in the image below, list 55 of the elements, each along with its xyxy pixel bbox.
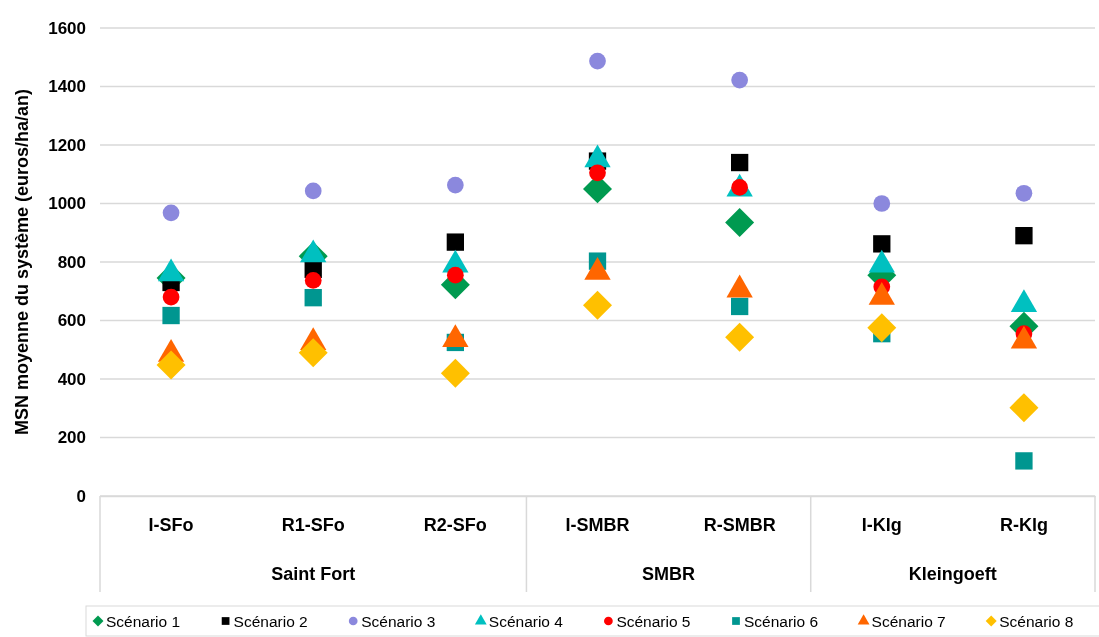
point xyxy=(725,322,755,352)
text: Saint Fort xyxy=(271,564,356,584)
point xyxy=(162,204,180,222)
point xyxy=(873,235,891,253)
y-tick-label: 200 xyxy=(57,428,86,448)
legend-label: Scénario 4 xyxy=(488,613,564,630)
point xyxy=(304,289,322,307)
point xyxy=(162,288,180,306)
y-tick-label: 400 xyxy=(57,369,86,389)
point xyxy=(1015,227,1033,245)
x-tick-label: R2-SFo xyxy=(423,514,487,535)
point xyxy=(730,153,749,172)
point xyxy=(583,290,612,320)
legend-label: Scénario 2 xyxy=(233,613,308,630)
point xyxy=(867,313,897,343)
point xyxy=(156,350,186,380)
point xyxy=(873,195,891,212)
x-tick-label: R1-SFo xyxy=(281,514,345,535)
legend-label: Scénario 8 xyxy=(999,613,1074,630)
point xyxy=(446,266,464,284)
y-tick-label: 0 xyxy=(76,486,86,506)
point xyxy=(730,297,749,316)
y-tick-label: 1400 xyxy=(48,77,86,97)
legend-label: Scénario 7 xyxy=(871,613,946,630)
text: Kleingoeft xyxy=(908,564,997,584)
point xyxy=(440,358,470,388)
y-tick-label: 1600 xyxy=(48,18,86,38)
y-tick-label: 800 xyxy=(57,252,86,272)
legend-label: Scénario 6 xyxy=(744,613,819,630)
point xyxy=(304,182,322,200)
point xyxy=(589,52,606,70)
point xyxy=(298,338,328,368)
point xyxy=(1009,393,1039,423)
point xyxy=(446,176,464,194)
point xyxy=(1015,184,1033,202)
x-tick-label: I-SMBR xyxy=(565,514,630,535)
y-tick-label: 600 xyxy=(57,311,86,331)
x-tick-label: I-Klg xyxy=(861,514,902,535)
legend-label: Scénario 1 xyxy=(106,613,181,630)
point xyxy=(725,208,755,237)
y-tick-label: 1200 xyxy=(48,135,86,155)
legend-label: Scénario 3 xyxy=(361,613,436,630)
point xyxy=(731,71,749,89)
y-tick-label: 1000 xyxy=(48,194,86,214)
point xyxy=(162,306,180,325)
point xyxy=(589,164,606,182)
point xyxy=(304,272,322,289)
point xyxy=(446,233,465,251)
x-tick-label: I-SFo xyxy=(148,514,194,535)
y-axis-title: MSN moyenne du système (euros/ha/an) xyxy=(12,88,32,436)
x-tick-label: R-Klg xyxy=(999,514,1048,535)
x-tick-label: R-SMBR xyxy=(703,514,776,535)
text: SMBR xyxy=(642,564,696,584)
point xyxy=(1015,452,1033,470)
legend-label: Scénario 5 xyxy=(616,613,691,630)
